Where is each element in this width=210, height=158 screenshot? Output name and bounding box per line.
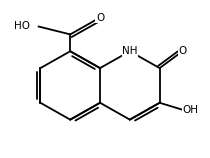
Text: O: O: [178, 46, 187, 56]
Text: O: O: [96, 12, 104, 23]
Text: HO: HO: [14, 21, 30, 31]
Text: NH: NH: [122, 46, 138, 56]
Text: OH: OH: [182, 105, 198, 115]
